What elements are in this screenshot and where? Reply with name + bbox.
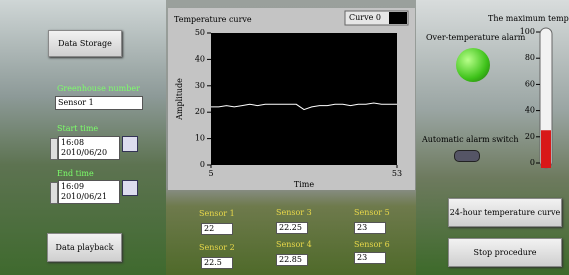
- sensor-value: 23: [354, 252, 386, 264]
- y-axis-label: Amplitude: [175, 78, 184, 121]
- scale-label: 20: [525, 132, 535, 141]
- alarm-switch[interactable]: [454, 150, 480, 162]
- switch-label: Automatic alarm switch: [422, 135, 519, 144]
- start-time-label: Start time: [57, 124, 98, 133]
- sensor-value: 22: [201, 223, 233, 235]
- data-storage-button[interactable]: Data Storage: [48, 30, 122, 57]
- greenhouse-label: Greenhouse number: [57, 84, 140, 93]
- sensor-label: Sensor 6: [354, 240, 390, 249]
- sensor-label: Sensor 1: [199, 209, 235, 218]
- x-tick-label: 53: [392, 169, 402, 178]
- time: 16:09: [61, 182, 117, 192]
- plot-area: [211, 33, 397, 165]
- y-tick-label: 30: [195, 81, 205, 90]
- page: Data Storage Greenhouse number Sensor 1 …: [0, 0, 569, 275]
- y-tick-label: 10: [195, 134, 205, 143]
- spinner[interactable]: [50, 138, 58, 160]
- stop-button[interactable]: Stop procedure: [448, 238, 562, 267]
- calendar-button[interactable]: [122, 136, 138, 152]
- scale-label: 80: [525, 53, 535, 62]
- sensor-select[interactable]: Sensor 1: [55, 96, 143, 110]
- curve-button[interactable]: 24-hour temperature curve: [448, 198, 562, 227]
- alarm-label: Over-temperature alarm: [426, 33, 525, 42]
- sensor-label: Sensor 2: [199, 243, 235, 252]
- temperature-fill: [541, 130, 551, 168]
- sensor-label: Sensor 3: [276, 208, 312, 217]
- sensor-value: 22.85: [276, 254, 308, 266]
- legend-label: Curve 0: [349, 13, 381, 22]
- sensor-value: 22.25: [276, 222, 308, 234]
- calendar-button[interactable]: [122, 180, 138, 196]
- x-axis-label: Time: [294, 180, 314, 189]
- sensor-label: Sensor 5: [354, 208, 390, 217]
- alarm-led: [456, 48, 490, 82]
- left-panel: Data Storage Greenhouse number Sensor 1 …: [0, 0, 166, 275]
- thermometer: 0 20 40 60 80 100: [520, 25, 565, 185]
- y-tick-label: 50: [195, 28, 205, 37]
- end-time-label: End time: [57, 169, 94, 178]
- sensor-value: 23: [354, 222, 386, 234]
- data-playback-button[interactable]: Data playback: [47, 233, 122, 262]
- right-panel: The maximum temperature Over-temperature…: [416, 0, 569, 275]
- max-temp-label: The maximum temperature: [488, 14, 569, 23]
- chart: Temperature curve Curve 0 Amplitude Time…: [168, 8, 415, 190]
- y-tick-label: 40: [195, 54, 205, 63]
- scale-label: 40: [525, 106, 535, 115]
- y-tick-label: 0: [200, 160, 205, 169]
- scale-label: 100: [520, 27, 535, 36]
- scale-label: 0: [530, 158, 535, 167]
- sensor-value: 22.5: [201, 257, 233, 269]
- time: 16:08: [61, 138, 117, 148]
- chart-panel: Temperature curve Curve 0 Amplitude Time…: [166, 0, 416, 275]
- spinner[interactable]: [50, 182, 58, 204]
- date: 2010/06/21: [61, 192, 117, 202]
- x-tick-label: 5: [208, 169, 213, 178]
- sensor-label: Sensor 4: [276, 240, 312, 249]
- date: 2010/06/20: [61, 148, 117, 158]
- chart-title: Temperature curve: [174, 15, 252, 24]
- y-tick-label: 20: [195, 107, 205, 116]
- legend-icon: [389, 12, 407, 24]
- scale-label: 60: [525, 79, 535, 88]
